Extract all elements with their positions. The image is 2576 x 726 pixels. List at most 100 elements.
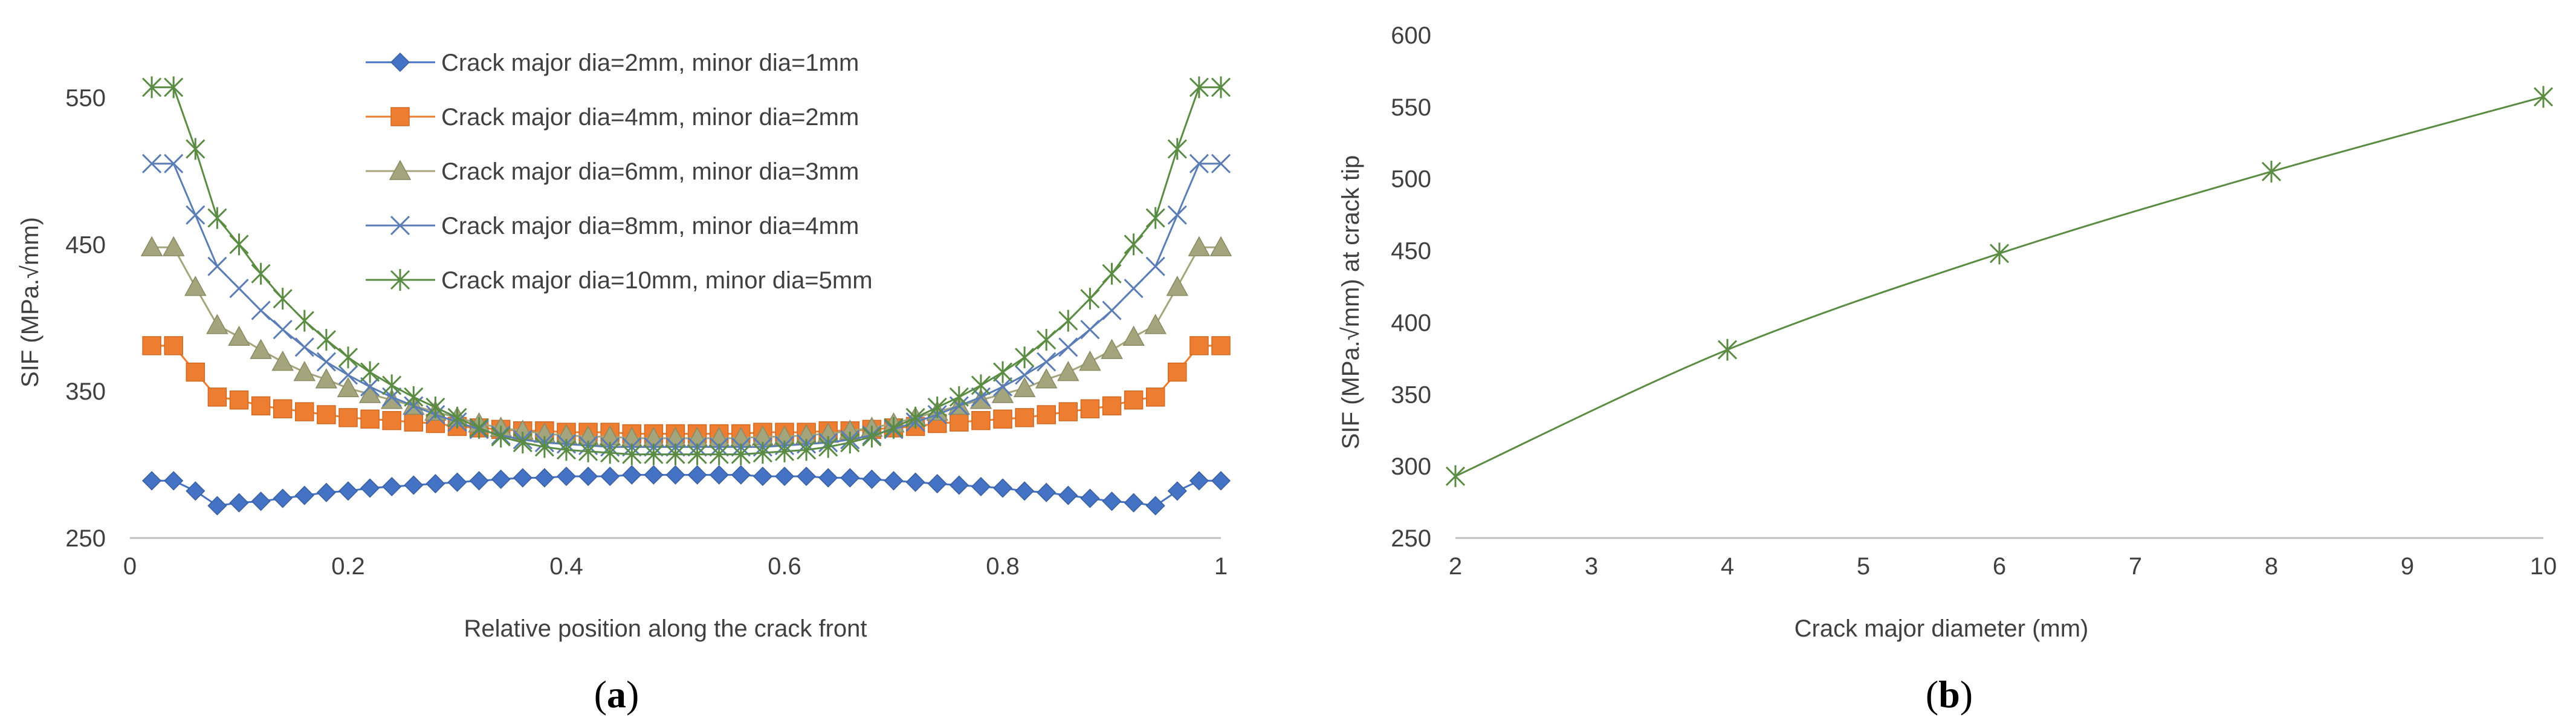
panel-a-data-point — [993, 409, 1012, 429]
panel-a-data-point — [229, 279, 249, 299]
panel-a-data-point — [164, 471, 184, 491]
panel-a-data-point — [950, 412, 969, 432]
panel-a-data-point — [818, 468, 838, 488]
panel-a-data-point — [316, 329, 336, 351]
panel-a-data-point — [273, 488, 293, 508]
panel-a-data-point — [1058, 485, 1078, 505]
panel-a-data-point — [358, 383, 381, 403]
panel-a-data-point — [600, 466, 620, 487]
panel-a-data-point — [469, 416, 489, 439]
panel-a-data-point — [337, 377, 360, 398]
panel-a-data-point — [1101, 339, 1123, 359]
panel-a-series-2 — [142, 336, 1231, 444]
panel-a-data-point — [251, 262, 271, 285]
panel-a-data-point — [840, 468, 860, 488]
panel-a-series-line — [152, 474, 1221, 507]
panel-b-series-line — [1455, 96, 2544, 478]
panel-a-x-tick-label: 0.2 — [331, 553, 365, 580]
panel-a-data-point — [949, 475, 969, 495]
panel-a-data-point — [404, 386, 424, 408]
panel-a-data-point — [1124, 279, 1144, 299]
panel-b-x-tick-label: 3 — [1585, 553, 1598, 580]
panel-b-data-point — [2261, 160, 2282, 183]
panel-a-data-point — [186, 205, 205, 225]
panel-a-x-axis-label: Relative position along the crack front — [464, 615, 867, 642]
panel-b-tick-labels: 2 3 4 5 6 7 8 9 10 250 300 350 400 450 500 550 600 — [1391, 22, 2557, 580]
panel-a-data-point — [665, 465, 685, 485]
panel-a-data-point — [164, 154, 184, 173]
panel-a-data-point — [293, 361, 316, 381]
panel-a-data-point — [251, 491, 271, 511]
panel-a-data-point — [1211, 471, 1231, 491]
panel-a-data-point — [382, 410, 401, 430]
panel-a-data-point — [1015, 365, 1035, 385]
panel-a-data-point — [251, 396, 271, 416]
panel-a-data-point — [295, 402, 314, 421]
panel-a-data-point — [971, 410, 991, 430]
panel-b-data-point — [1989, 242, 2010, 265]
panel-b-data-point — [1717, 339, 1738, 361]
panel-a-data-point — [1144, 314, 1167, 334]
panel-a-data-point — [491, 469, 511, 489]
panel-a-data-point — [207, 496, 227, 516]
panel-b-label: (b) — [1926, 673, 1973, 716]
panel-a-legend-item: Crack major dia=10mm, minor dia=5mm — [366, 267, 873, 294]
panel-a-data-point — [1057, 361, 1079, 381]
panel-a-y-tick-label: 450 — [65, 232, 106, 258]
panel-a-data-point — [404, 475, 424, 495]
panel-a-data-point — [382, 476, 402, 497]
panel-a-data-point — [273, 399, 293, 419]
panel-b-x-tick-label: 8 — [2265, 553, 2278, 580]
panel-a-data-point — [142, 76, 162, 99]
panel-a-legend-label: Crack major dia=2mm, minor dia=1mm — [441, 50, 859, 76]
panel-a-data-point — [971, 476, 991, 497]
panel-b-y-tick-label: 550 — [1391, 94, 1431, 121]
panel-a-data-point — [142, 471, 162, 491]
panel-b-x-tick-label: 2 — [1449, 553, 1462, 580]
panel-a-data-point — [1189, 471, 1209, 491]
panel-a-data-point — [1167, 481, 1187, 501]
panel-a-data-point — [273, 320, 293, 340]
panel-a-data-point — [1102, 262, 1122, 285]
panel-a-label: (a) — [594, 673, 639, 716]
panel-a-label-letter: a — [607, 673, 626, 716]
panel-a-data-point — [316, 482, 336, 502]
panel-a-data-point — [142, 154, 162, 173]
panel-a-data-point — [840, 432, 860, 454]
panel-a-data-point — [644, 443, 664, 465]
panel-a-data-point — [1037, 352, 1057, 372]
panel-a-data-point — [709, 465, 729, 485]
panel-a-data-point — [1080, 288, 1100, 310]
panel-b-series-1 — [1445, 86, 2554, 487]
panel-a-data-point — [991, 383, 1014, 403]
panel-a-data-point — [273, 288, 293, 310]
panel-a-data-point — [905, 406, 925, 429]
panel-a-series-1 — [142, 465, 1231, 516]
panel-a-label-open: ( — [594, 673, 607, 716]
panel-a-legend: Crack major dia=2mm, minor dia=1mm Crack … — [366, 50, 873, 294]
panel-a-legend-item: Crack major dia=8mm, minor dia=4mm — [366, 213, 859, 239]
panel-a-data-point — [1189, 76, 1209, 99]
panel-a-data-point — [294, 310, 314, 332]
panel-a-data-point — [862, 469, 882, 489]
panel-a-series-line — [152, 163, 1221, 448]
panel-a-data-point — [992, 478, 1013, 498]
panel-a-data-point — [1080, 320, 1100, 340]
panel-b-y-tick-label: 500 — [1391, 166, 1431, 193]
panel-a-data-point — [207, 387, 227, 407]
panel-a-data-point — [578, 466, 598, 487]
panel-a-data-point — [316, 352, 336, 372]
panel-a-data-point — [687, 443, 707, 465]
panel-a-data-point — [884, 416, 904, 439]
panel-a-data-point — [294, 485, 314, 505]
panel-b-y-tick-label: 600 — [1391, 22, 1431, 49]
panel-a-data-point — [338, 408, 358, 427]
panel-a-data-point — [1080, 399, 1100, 419]
panel-a-legend-label: Crack major dia=8mm, minor dia=4mm — [441, 213, 859, 239]
panel-b-chart: 2 3 4 5 6 7 8 9 10 250 300 350 400 450 500 550 600 Crack… — [1338, 22, 2557, 716]
panel-a-data-point — [360, 478, 380, 498]
panel-a-legend-marker — [390, 269, 410, 291]
panel-a-data-point — [1102, 491, 1122, 511]
panel-a-data-point — [447, 472, 467, 492]
